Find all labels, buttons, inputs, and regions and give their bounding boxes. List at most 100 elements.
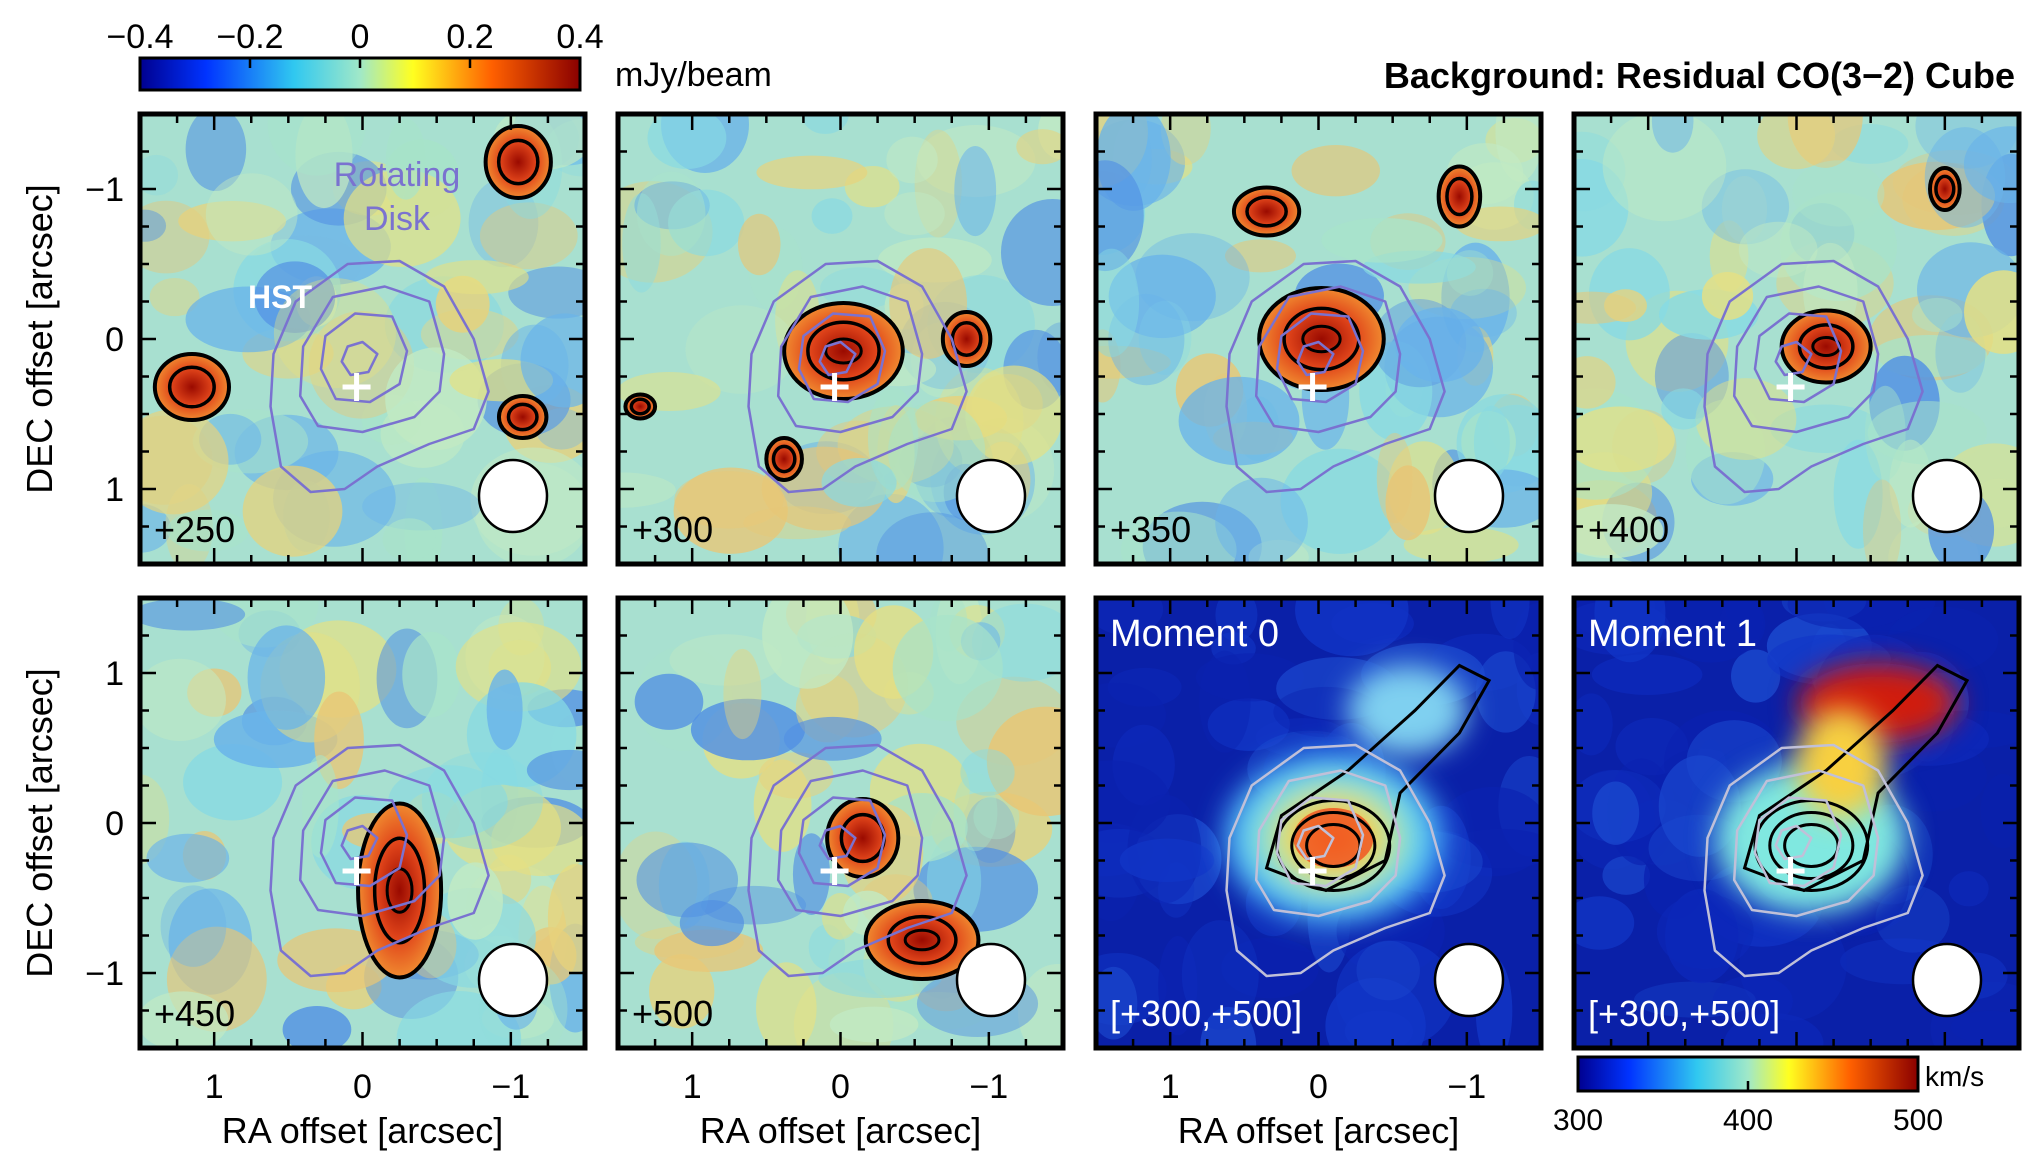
residual-blob [825,797,901,879]
panel-label: +450 [154,993,235,1034]
panel-2: +300 [615,111,1066,567]
residual-contour [496,138,540,186]
hst-marker [820,373,849,401]
flux-colorbar: −0.4 −0.2 0 0.2 0.4 mJy/beam [106,18,771,94]
hst-marker [342,857,371,885]
beam-ellipse [477,458,549,534]
panel-8: Moment 1 [+300,+500] [1571,595,2022,1051]
x-axis-title: RA offset [arcsec] [1178,1110,1459,1151]
residual-contour [1445,176,1474,217]
panel-label: +500 [632,993,713,1034]
residual-contour [903,928,941,952]
hst-marker [1776,857,1805,885]
residual-contour [771,444,797,474]
panel-7: Moment 0 [+300,+500] [1093,595,1544,1051]
hst-marker [1776,373,1805,401]
residual-blob [1779,308,1873,385]
x-tick-label: −1 [1447,1068,1486,1106]
panel-5: +450 [137,595,588,1051]
beam-ellipse [955,458,1027,534]
flux-colorbar-tick-label: −0.4 [106,18,173,56]
residual-blob [940,310,993,368]
beam-ellipse [1911,942,1983,1018]
velocity-colorbar-tick-label: 500 [1893,1104,1943,1137]
residual-blob [152,352,232,422]
panel-label: +300 [632,509,713,550]
y-tick-label: 0 [105,805,124,843]
hst-marker [1298,857,1327,885]
residual-blob [1257,286,1386,392]
rotating-disk-label: Rotating [334,156,461,194]
panel-ticks [1572,596,2021,1050]
residual-blob [1231,185,1302,238]
x-tick-label: 1 [1161,1068,1180,1106]
residual-blob [1436,164,1483,229]
residual-contour [806,320,881,382]
residual-contour [629,397,651,416]
residual-contour [506,402,539,432]
flux-colorbar-tick-label: −0.2 [216,18,283,56]
velocity-colorbar-tick-label: 300 [1553,1104,1603,1137]
residual-blob [863,899,981,981]
residual-blob [356,801,444,980]
disk-contours [269,743,490,978]
residual-contour [1934,174,1956,204]
residual-blob [496,394,549,440]
flux-colorbar-unit: mJy/beam [615,56,772,94]
disk-contours [747,259,968,494]
velocity-colorbar: 300 400 500 km/s [1553,1055,1984,1137]
disk-contours [1225,259,1446,494]
velocity-colorbar-unit: km/s [1925,1061,1984,1092]
disk-contours [1225,743,1446,978]
hst-marker [1298,373,1327,401]
x-tick-label: −1 [969,1068,1008,1106]
y-axis-title: DEC offset [arcsec] [19,184,60,493]
panel-ticks [1094,112,1543,566]
panel-ticks [616,112,1065,566]
residual-contour [886,914,958,966]
panel-4: +400 [1571,111,2022,567]
flux-colorbar-tick-label: 0.2 [446,18,493,56]
panel-label: +400 [1588,509,1669,550]
disk-contours [1703,743,1924,978]
flux-colorbar-tick-label: 0.4 [556,18,603,56]
beam-ellipse [1911,458,1983,534]
y-tick-label: −1 [85,171,124,209]
y-tick-label: −1 [85,955,124,993]
x-tick-label: −1 [491,1068,530,1106]
panel-label: Moment 0 [1110,613,1279,655]
annotations: Rotating Disk HST [248,156,460,315]
disk-contours [269,259,490,494]
figure-title: Background: Residual CO(3−2) Cube [1384,55,2015,96]
hst-label: HST [248,279,312,315]
x-tick-label: 1 [683,1068,702,1106]
panel-range-label: [+300,+500] [1110,993,1302,1034]
panel-ticks [138,596,587,1050]
hst-marker [342,373,371,401]
beam-ellipse [1433,942,1505,1018]
residual-blob [1928,166,1962,212]
y-tick-label: 1 [105,655,124,693]
x-tick-label: 1 [205,1068,224,1106]
panel-ticks [1094,596,1543,1050]
residual-blob [483,124,553,200]
panel-label: +250 [154,509,235,550]
x-tick-label: 0 [831,1068,850,1106]
rotating-disk-label: Disk [364,200,431,238]
x-tick-label: 0 [353,1068,372,1106]
x-axis-title: RA offset [arcsec] [700,1110,981,1151]
residual-contour [824,337,863,365]
panel-1: +250 [137,111,588,567]
residual-contour [1797,323,1855,370]
beam-ellipse [477,942,549,1018]
panel-ticks [1572,112,2021,566]
panel-3: +350 [1093,111,1544,567]
residual-contour [1245,195,1288,228]
panel-ticks [616,596,1065,1050]
beam-ellipse [955,942,1027,1018]
disk-contours [1703,259,1924,494]
flux-colorbar-tick-label: 0 [351,18,370,56]
panel-range-label: [+300,+500] [1588,993,1780,1034]
panel-label: Moment 1 [1588,613,1757,655]
